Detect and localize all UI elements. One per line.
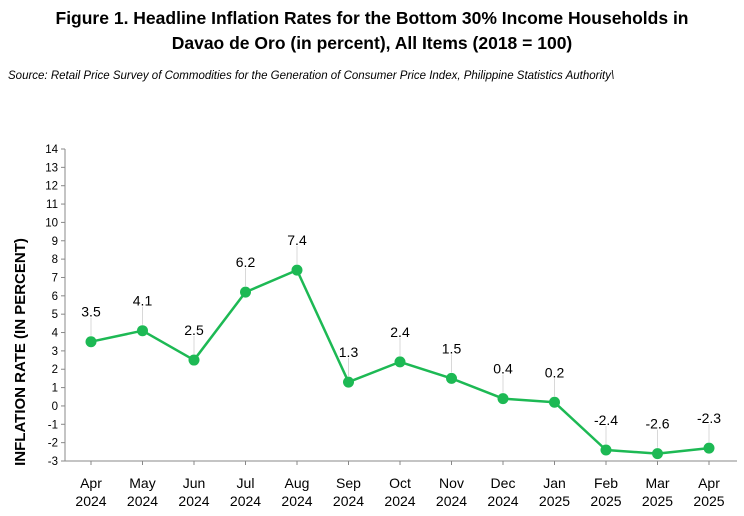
data-label: -2.4: [594, 412, 618, 428]
chart-title: Figure 1. Headline Inflation Rates for t…: [0, 6, 744, 56]
data-point: [549, 396, 560, 408]
data-point: [188, 354, 200, 366]
y-tick-label: 5: [52, 309, 58, 321]
data-point: [291, 264, 303, 276]
y-tick-label: 2: [52, 364, 58, 376]
data-point: [497, 393, 509, 405]
y-tick-label: -1: [48, 419, 58, 431]
data-label: 6.2: [236, 254, 256, 270]
y-tick-label: -2: [48, 438, 58, 450]
y-tick-label: 8: [52, 254, 58, 266]
data-label: 7.4: [287, 232, 307, 248]
x-tick-label: Aug 2024: [281, 475, 312, 509]
data-point: [600, 444, 612, 456]
x-tick-label: Apr 2025: [693, 475, 724, 509]
y-axis-label: INFLATION RATE (IN PERCENT): [12, 238, 29, 466]
y-tick-label: 3: [52, 346, 58, 358]
data-point: [703, 442, 715, 454]
chart-title-line1: Figure 1. Headline Inflation Rates for t…: [55, 8, 689, 28]
y-tick-label: 12: [45, 181, 58, 193]
x-tick-label: Dec 2024: [487, 475, 518, 509]
data-label: 4.1: [133, 293, 153, 309]
x-tick-label: Oct 2024: [384, 475, 415, 509]
x-tick-label: Feb 2025: [590, 475, 621, 509]
y-tick-label: 0: [52, 401, 58, 413]
x-tick-label: Jul 2024: [230, 475, 261, 509]
data-label: 1.5: [442, 340, 462, 356]
data-label: 2.4: [390, 324, 410, 340]
data-label: 2.5: [184, 322, 204, 338]
data-label: 0.2: [545, 364, 565, 380]
y-tick-label: 1: [52, 383, 58, 395]
data-point: [137, 325, 148, 337]
y-tick-label: -3: [48, 456, 58, 468]
x-tick-label: Jan 2025: [539, 475, 570, 509]
data-label: 3.5: [81, 304, 101, 320]
x-tick-label: Jun 2024: [178, 475, 209, 509]
y-tick-label: 13: [45, 162, 58, 174]
data-label: 1.3: [339, 344, 359, 360]
y-tick-label: 6: [52, 291, 58, 303]
data-point: [652, 448, 663, 460]
chart-title-line2: Davao de Oro (in percent), All Items (20…: [171, 33, 573, 53]
y-tick-label: 4: [52, 328, 59, 340]
y-tick-label: 10: [45, 217, 58, 229]
data-point: [394, 356, 406, 368]
data-labels: 3.5 4.1 2.5 6.2 7.4 1.3 2.4 1.5 0.4 0.2 -2.4 -2.6 -2…: [81, 232, 721, 432]
y-tick-label: 14: [45, 144, 58, 156]
data-point: [343, 376, 354, 388]
x-tick-label: May 2024: [127, 475, 158, 509]
x-tick-labels: Apr 2024 May 2024 Jun 2024 Jul 2024 Aug 2024 Sep 20…: [75, 475, 724, 509]
chart-axes: [61, 148, 737, 465]
x-tick-label: Nov 2024: [436, 475, 467, 509]
data-point: [85, 336, 97, 348]
y-tick-label: 11: [46, 199, 58, 211]
data-points: [85, 264, 715, 460]
data-label-leaders: [90, 246, 710, 448]
x-tick-label: Mar 2025: [642, 475, 673, 509]
data-label: 0.4: [493, 361, 513, 377]
x-tick-label: Sep 2024: [333, 475, 364, 509]
y-tick-label: 7: [52, 272, 58, 284]
data-point: [240, 286, 251, 298]
data-label: -2.3: [697, 410, 721, 426]
data-point: [446, 372, 457, 384]
data-label: -2.6: [645, 416, 669, 432]
y-tick-label: 9: [52, 236, 58, 248]
x-tick-label: Apr 2024: [75, 475, 106, 509]
chart-source-note: Source: Retail Price Survey of Commoditi…: [8, 70, 615, 82]
